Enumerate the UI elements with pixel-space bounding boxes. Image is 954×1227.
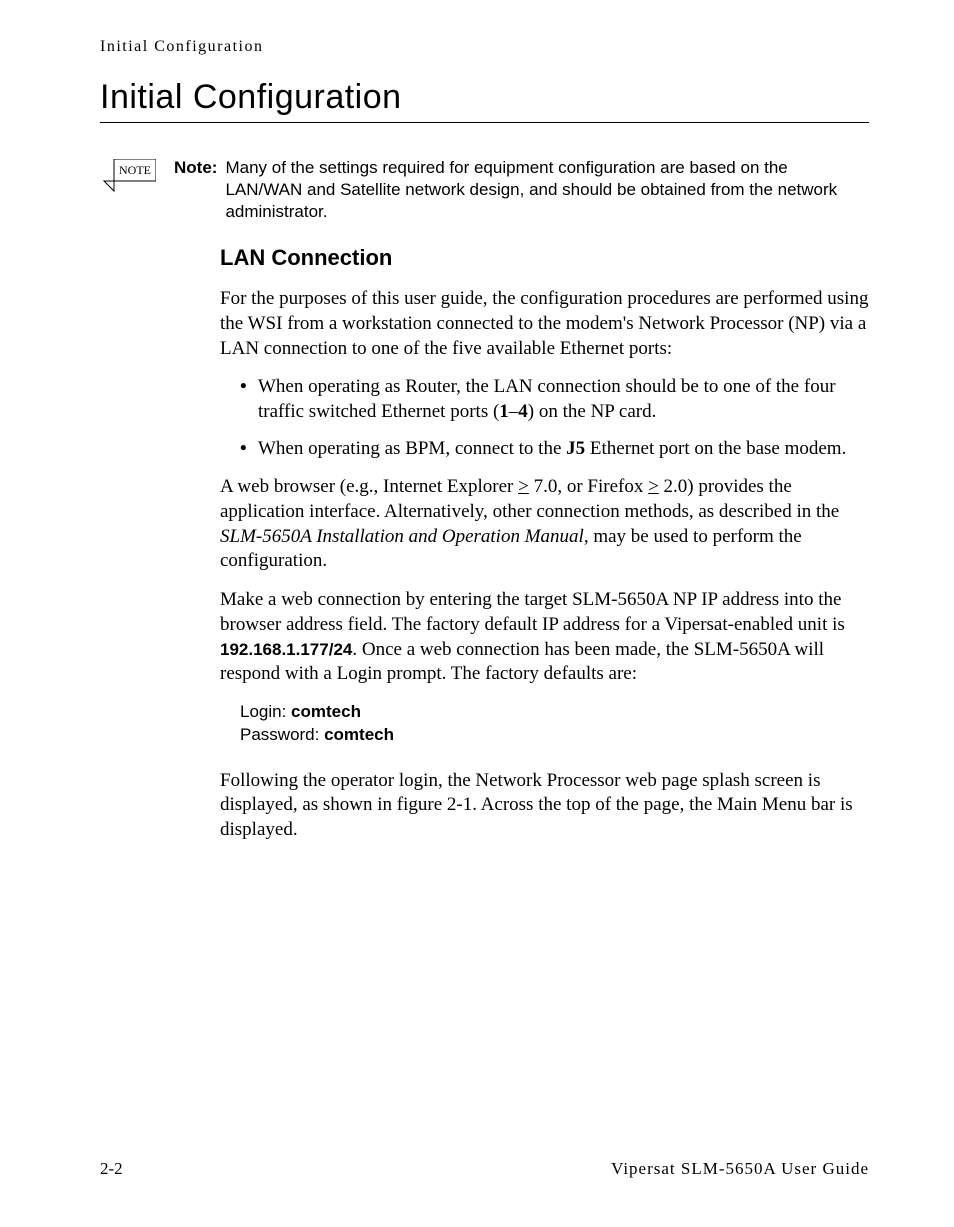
text-span: – <box>509 401 519 422</box>
para-browser: A web browser (e.g., Internet Explorer >… <box>220 475 869 574</box>
password-label: Password: <box>240 725 324 744</box>
text-span: Ethernet port on the base modem. <box>585 438 846 459</box>
text-ip: 192.168.1.177/24 <box>220 640 352 659</box>
text-bold: J5 <box>566 438 585 459</box>
text-gte: > <box>518 476 529 497</box>
section-heading-lan: LAN Connection <box>220 245 869 271</box>
login-line: Login: comtech <box>240 701 869 724</box>
text-bold: 1 <box>499 401 509 422</box>
bullet-list: When operating as Router, the LAN connec… <box>240 375 869 461</box>
para-splash: Following the operator login, the Networ… <box>220 769 869 843</box>
text-gte: > <box>648 476 659 497</box>
running-header: Initial Configuration <box>100 38 869 56</box>
login-label: Login: <box>240 702 291 721</box>
para-webconnection: Make a web connection by entering the ta… <box>220 588 869 687</box>
login-value: comtech <box>291 702 361 721</box>
note-label: Note: <box>174 157 217 179</box>
note-body: Many of the settings required for equipm… <box>225 157 869 223</box>
text-span: Make a web connection by entering the ta… <box>220 589 845 635</box>
text-italic: SLM-5650A Installation and Operation Man… <box>220 526 584 547</box>
text-span: 7.0, or Firefox <box>529 476 648 497</box>
note-block: NOTE Note: Many of the settings required… <box>100 157 869 223</box>
note-text: Note: Many of the settings required for … <box>174 157 869 223</box>
text-span: ) on the NP card. <box>528 401 657 422</box>
footer-page-number: 2-2 <box>100 1159 123 1179</box>
content-body: LAN Connection For the purposes of this … <box>220 245 869 843</box>
password-value: comtech <box>324 725 394 744</box>
text-span: When operating as BPM, connect to the <box>258 438 566 459</box>
page-footer: 2-2 Vipersat SLM-5650A User Guide <box>0 1159 954 1179</box>
list-item: When operating as BPM, connect to the J5… <box>240 437 869 462</box>
text-bold: 4 <box>518 401 528 422</box>
note-icon-label: NOTE <box>119 163 151 177</box>
text-span: A web browser (e.g., Internet Explorer <box>220 476 518 497</box>
login-block: Login: comtech Password: comtech <box>240 701 869 747</box>
footer-guide-title: Vipersat SLM-5650A User Guide <box>611 1159 869 1179</box>
password-line: Password: comtech <box>240 724 869 747</box>
para-intro: For the purposes of this user guide, the… <box>220 287 869 361</box>
list-item: When operating as Router, the LAN connec… <box>240 375 869 424</box>
note-icon: NOTE <box>100 159 156 195</box>
page-content: Initial Configuration Initial Configurat… <box>0 0 954 843</box>
page-title: Initial Configuration <box>100 78 869 123</box>
